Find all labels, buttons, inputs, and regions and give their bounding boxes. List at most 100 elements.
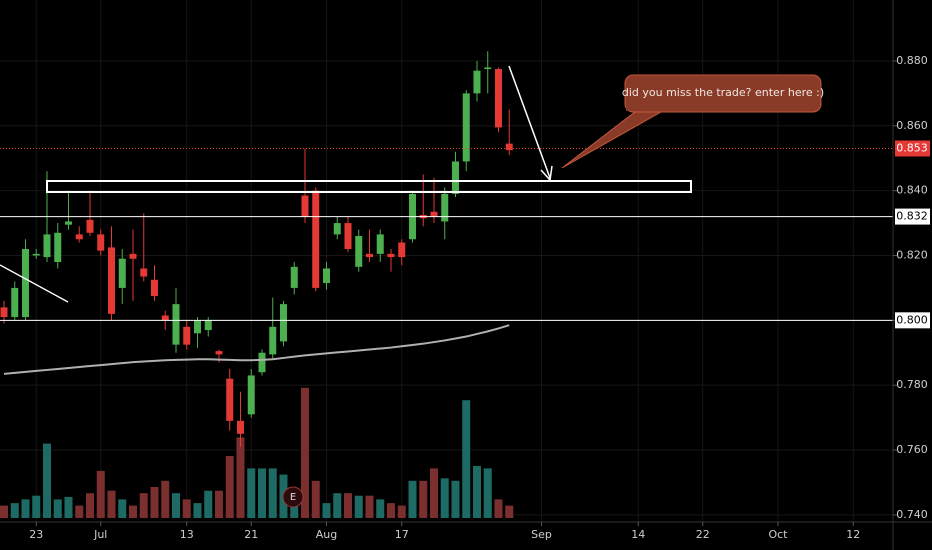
x-tick-label: 13 bbox=[180, 528, 194, 541]
zone-rectangle bbox=[46, 180, 692, 193]
callout-box bbox=[624, 74, 822, 113]
candle-body bbox=[32, 253, 40, 256]
event-marker-label: E bbox=[290, 492, 296, 503]
callout-join bbox=[626, 106, 676, 111]
y-tick-label: 0.760 bbox=[896, 443, 928, 456]
volume-bar bbox=[85, 493, 94, 518]
y-tick-label: 0.740 bbox=[896, 508, 928, 521]
volume-bar bbox=[64, 496, 73, 518]
arrow-line bbox=[508, 65, 551, 179]
x-tick-label: Aug bbox=[316, 528, 337, 541]
candle-body bbox=[215, 351, 223, 355]
volume-bar bbox=[343, 493, 352, 518]
x-tick-label: 12 bbox=[846, 528, 860, 541]
x-tick-label: Sep bbox=[531, 528, 552, 541]
candle-body bbox=[97, 234, 105, 251]
y-tick-label: 0.860 bbox=[896, 119, 928, 132]
level-label: 0.832 bbox=[896, 210, 928, 223]
volume-bar bbox=[171, 493, 180, 518]
candle-body bbox=[129, 253, 137, 259]
callout-text: did you miss the trade? enter here :) bbox=[622, 86, 824, 99]
candle-body bbox=[75, 234, 83, 240]
candle-body bbox=[183, 326, 191, 345]
volume-bar bbox=[365, 495, 374, 518]
volume-bar bbox=[440, 478, 449, 518]
candle-body bbox=[107, 247, 115, 314]
moving-average bbox=[3, 324, 510, 375]
y-tick-label: 0.840 bbox=[896, 184, 928, 197]
volume-bar bbox=[354, 495, 363, 518]
candle-body bbox=[11, 287, 19, 318]
volume-bar bbox=[483, 468, 492, 518]
volume-bar bbox=[333, 493, 342, 518]
volume-bar bbox=[429, 468, 438, 518]
candle-body bbox=[333, 223, 341, 235]
candle-body bbox=[258, 352, 266, 373]
volume-bar bbox=[257, 468, 266, 518]
candle-body bbox=[140, 268, 148, 277]
candle-body bbox=[43, 234, 51, 258]
y-tick-label: 0.820 bbox=[896, 248, 928, 261]
y-tick-label: 0.780 bbox=[896, 378, 928, 391]
level-label: 0.853 bbox=[896, 141, 928, 154]
volume-bar bbox=[268, 468, 277, 518]
volume-bar bbox=[0, 505, 8, 518]
candle-body bbox=[398, 242, 406, 258]
volume-bar bbox=[386, 503, 395, 518]
volume-bar bbox=[462, 400, 471, 518]
volume-bar bbox=[247, 468, 256, 518]
candle-body bbox=[204, 320, 212, 331]
volume-bar bbox=[107, 490, 116, 518]
volume-bar bbox=[214, 490, 223, 518]
candle-body bbox=[0, 307, 8, 318]
candle-body bbox=[193, 320, 201, 334]
x-tick-label: 21 bbox=[244, 528, 258, 541]
volume-bar bbox=[204, 490, 213, 518]
candle-body bbox=[387, 253, 395, 258]
volume-bar bbox=[419, 480, 428, 518]
candle-body bbox=[226, 378, 234, 421]
x-tick-label: 22 bbox=[696, 528, 710, 541]
event-marker[interactable] bbox=[282, 486, 304, 508]
candle-body bbox=[64, 221, 72, 225]
axis-layer: 0.740 0.760 0.780 0.800 0.820 0.840 0.860 0.880… bbox=[29, 54, 930, 541]
candle-body bbox=[161, 315, 169, 321]
candle-body bbox=[505, 143, 513, 151]
volume-bar bbox=[300, 387, 309, 518]
y-tick-label: 0.880 bbox=[896, 54, 928, 67]
candle-body bbox=[376, 234, 384, 254]
candle-body bbox=[301, 195, 309, 217]
candle-body bbox=[355, 236, 363, 267]
volume-bar bbox=[236, 437, 245, 518]
candle-body bbox=[484, 67, 492, 70]
level-label-box bbox=[895, 312, 930, 329]
candle-body bbox=[86, 219, 94, 233]
volume-bar bbox=[139, 493, 148, 518]
candle-body bbox=[312, 190, 320, 288]
volume-bar bbox=[494, 499, 503, 518]
volume-bar bbox=[397, 505, 406, 518]
volume-bar bbox=[32, 495, 41, 518]
volume-bar bbox=[21, 499, 30, 518]
volume-bar bbox=[182, 499, 191, 518]
candle-body bbox=[247, 375, 255, 415]
level-label-box bbox=[895, 140, 930, 157]
trend-line bbox=[0, 264, 69, 303]
volume-bar bbox=[408, 480, 417, 518]
x-tick-label: 17 bbox=[395, 528, 409, 541]
candle-body bbox=[473, 70, 481, 94]
candle-body bbox=[322, 268, 330, 284]
volume-bar bbox=[161, 480, 170, 518]
volume-bar bbox=[118, 499, 127, 518]
x-tick-label: 23 bbox=[29, 528, 43, 541]
volume-bar bbox=[96, 470, 105, 518]
candle-body bbox=[290, 266, 298, 288]
x-tick-label: 14 bbox=[631, 528, 645, 541]
volume-bar bbox=[472, 465, 481, 518]
candle-body bbox=[279, 304, 287, 342]
volume-bar bbox=[451, 480, 460, 518]
candle-body bbox=[344, 223, 352, 250]
candle-body bbox=[430, 211, 438, 217]
x-tick-label: Jul bbox=[93, 528, 107, 541]
